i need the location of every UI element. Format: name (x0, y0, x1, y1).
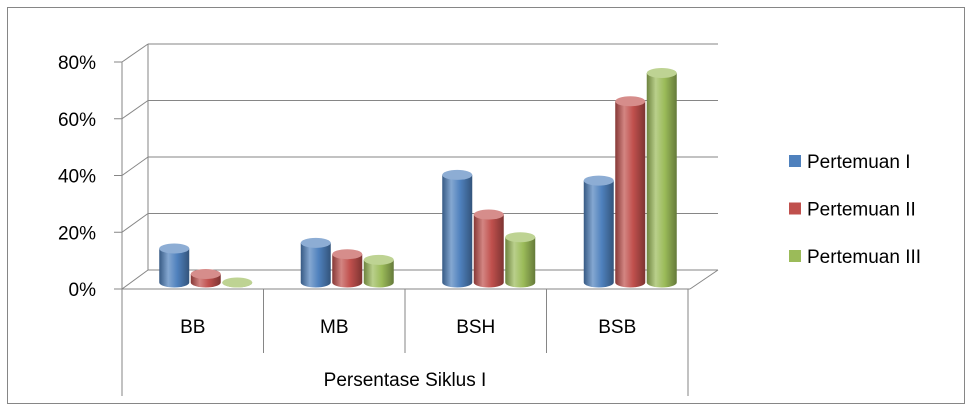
bar-bb-series-2 (190, 269, 221, 288)
bar-top (583, 175, 614, 186)
bar-top (363, 254, 394, 265)
x-category-label: MB (320, 317, 349, 338)
bar-body (505, 237, 536, 288)
bar-bsh-series-3 (505, 232, 536, 288)
bar-bsh-series-2 (473, 209, 504, 288)
legend-swatch (789, 155, 801, 167)
bar-top (190, 269, 221, 280)
legend-item: Pertemuan II (789, 200, 916, 221)
bar-top (222, 277, 253, 288)
bar-top (332, 249, 363, 260)
legend-swatch (789, 202, 801, 215)
bar-body (442, 174, 473, 288)
bar-body (300, 242, 331, 288)
bar-mb-series-2 (332, 249, 363, 288)
bar-top (473, 209, 504, 220)
legend-item: Pertemuan I (789, 152, 911, 173)
y-tick-label: 80% (58, 53, 96, 74)
bar-bb-series-1 (159, 243, 190, 288)
x-axis-title: Persentase Siklus I (324, 370, 487, 391)
bar-top (300, 237, 331, 248)
bar-body (646, 72, 677, 288)
bar-body (159, 248, 190, 288)
bar-body (583, 180, 614, 288)
bar-top (646, 67, 677, 78)
bar-top (505, 232, 536, 243)
legend-label: Pertemuan II (807, 200, 916, 221)
bar-bb-series-3 (222, 277, 253, 288)
bar-body (332, 254, 363, 288)
side-wall-gridline (121, 100, 149, 120)
x-category-label: BSH (456, 317, 495, 338)
legend-label: Pertemuan III (807, 247, 921, 268)
x-category-label: BSB (598, 317, 636, 338)
bar-body (363, 259, 394, 288)
x-axis: BB MB BSH BSB Persentase Siklus I (121, 289, 689, 396)
bar-body (473, 214, 504, 288)
y-tick-label: 0% (69, 280, 97, 301)
chart-area-border (7, 7, 965, 404)
bar-mb-series-1 (300, 237, 331, 288)
side-wall-gridline (121, 156, 149, 176)
bar-mb-series-3 (363, 254, 394, 288)
legend: Pertemuan I Pertemuan II Pertemuan III (789, 152, 921, 268)
side-wall-gridline (121, 269, 149, 290)
legend-swatch (789, 250, 801, 262)
legend-label: Pertemuan I (807, 152, 911, 173)
bar-bsb-series-3 (646, 67, 677, 288)
bar-top (442, 169, 473, 180)
y-tick-label: 60% (58, 110, 96, 131)
bar-bsb-series-2 (615, 96, 646, 288)
side-wall-gridline (121, 213, 149, 233)
bar-top (615, 96, 646, 107)
floor-right-edge (689, 269, 719, 290)
y-tick-label: 40% (58, 167, 96, 188)
bar-top (159, 243, 190, 254)
bars (159, 67, 677, 288)
legend-item: Pertemuan III (789, 247, 921, 268)
bar-bsb-series-1 (583, 175, 614, 288)
side-wall-gridline (121, 43, 149, 63)
x-category-label: BB (180, 317, 205, 338)
bar-body (615, 101, 646, 288)
bar-bsh-series-1 (442, 169, 473, 288)
y-tick-label: 20% (58, 223, 96, 244)
